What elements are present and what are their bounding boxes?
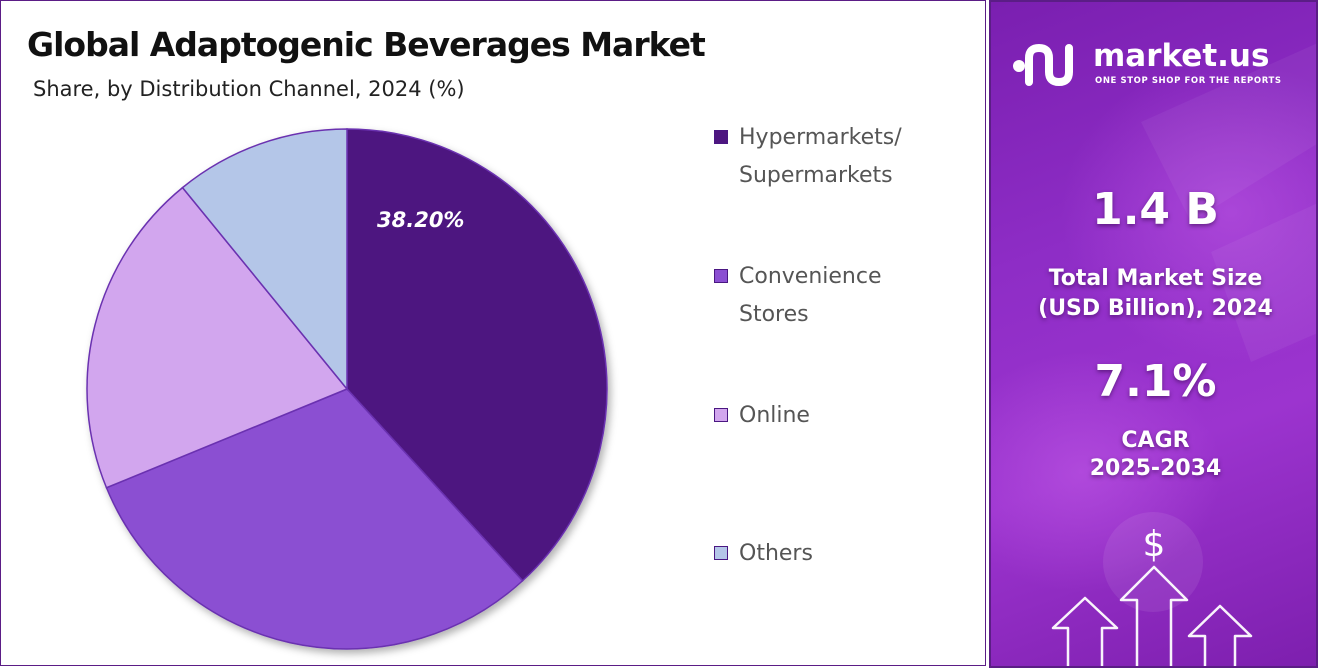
legend-label-line: Hypermarkets/ — [739, 125, 902, 150]
legend-label: Others — [739, 535, 969, 573]
growth-arrows: $ — [1051, 524, 1253, 666]
legend-label-line: Online — [739, 403, 810, 428]
pie-chart: 38.20% — [86, 128, 608, 650]
chart-panel: Global Adaptogenic Beverages Market Shar… — [0, 0, 986, 666]
legend-label-line: Stores — [739, 302, 809, 327]
pie-slice-1 — [346, 128, 608, 582]
cagr-label-line2: 2025-2034 — [1089, 456, 1222, 481]
brand-tagline: ONE STOP SHOP FOR THE REPORTS — [1095, 76, 1282, 86]
legend-label: Online — [739, 397, 969, 435]
up-arrow-icon — [1187, 604, 1253, 666]
legend-label-line: Others — [739, 541, 813, 566]
legend-swatch — [714, 269, 728, 283]
dollar-icon: $ — [1143, 524, 1166, 565]
pie-slice-2 — [105, 388, 524, 650]
market-size-label-line1: Total Market Size — [1048, 266, 1263, 291]
legend-label-line: Convenience — [739, 264, 882, 289]
pie-slice-3 — [86, 186, 349, 489]
pie-data-label-1: 38.20% — [377, 208, 464, 232]
brand-logo: market.us ONE STOP SHOP FOR THE REPORTS — [1011, 38, 1311, 98]
legend-label: Convenience Stores — [739, 258, 969, 334]
up-arrow-icon — [1119, 565, 1189, 666]
legend-label-line: Supermarkets — [739, 163, 893, 188]
market-size-label-line2: (USD Billion), 2024 — [1038, 296, 1273, 321]
background-decoration — [991, 43, 1316, 612]
legend-swatch — [714, 546, 728, 560]
legend-label: Hypermarkets/Supermarkets — [739, 119, 969, 195]
chart-subtitle: Share, by Distribution Channel, 2024 (%) — [33, 77, 465, 101]
up-arrow-icon — [1051, 596, 1119, 666]
legend-swatch — [714, 130, 728, 144]
chart-title: Global Adaptogenic Beverages Market — [27, 25, 706, 64]
legend-swatch — [714, 408, 728, 422]
market-size-value: 1.4 B — [1092, 184, 1219, 235]
info-panel: market.us ONE STOP SHOP FOR THE REPORTS … — [989, 0, 1318, 668]
cagr-value: 7.1% — [1094, 356, 1217, 407]
brand-name: market.us — [1093, 38, 1270, 74]
cagr-label-line1: CAGR — [1121, 428, 1190, 453]
pie-slice-4 — [181, 128, 348, 392]
coin-icon — [1103, 512, 1203, 612]
market-us-logo-icon — [1013, 43, 1073, 87]
